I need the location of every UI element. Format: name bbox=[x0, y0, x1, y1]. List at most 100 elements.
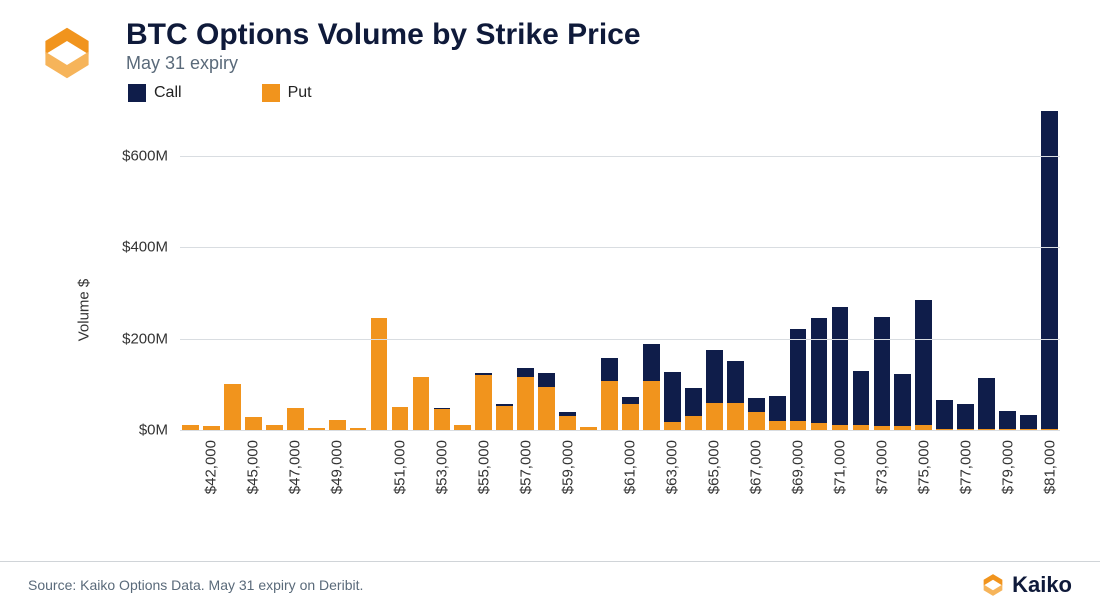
gridline bbox=[180, 430, 1060, 431]
x-tick-label: $73,000 bbox=[873, 440, 890, 494]
bar-call bbox=[832, 307, 849, 425]
footer-brand: Kaiko bbox=[980, 572, 1072, 598]
bar-put bbox=[643, 381, 660, 430]
bar-slot bbox=[704, 110, 725, 430]
bar-slot bbox=[788, 110, 809, 430]
bar-slot bbox=[473, 110, 494, 430]
bar-slot bbox=[850, 110, 871, 430]
bar-call bbox=[748, 398, 765, 412]
bar-slot bbox=[997, 110, 1018, 430]
header: BTC Options Volume by Strike Price May 3… bbox=[32, 18, 1068, 102]
legend-swatch-call bbox=[128, 84, 146, 102]
x-tick-label: $45,000 bbox=[245, 440, 262, 494]
x-tick-label: $55,000 bbox=[475, 440, 492, 494]
bar-call bbox=[643, 344, 660, 381]
gridline bbox=[180, 156, 1060, 157]
bar-slot bbox=[390, 110, 411, 430]
bar-put bbox=[601, 381, 618, 430]
bar-slot bbox=[725, 110, 746, 430]
y-tick-label: $200M bbox=[122, 330, 168, 347]
footer: Source: Kaiko Options Data. May 31 expir… bbox=[0, 561, 1100, 609]
bar-slot bbox=[830, 110, 851, 430]
bar-slot bbox=[641, 110, 662, 430]
bar-call bbox=[664, 372, 681, 422]
legend-label-call: Call bbox=[154, 84, 182, 102]
bar-put bbox=[727, 403, 744, 430]
bar-put bbox=[790, 421, 807, 430]
bar-call bbox=[853, 371, 870, 426]
bar-call bbox=[769, 396, 786, 421]
bar-call bbox=[999, 411, 1016, 429]
bar-slot bbox=[620, 110, 641, 430]
bar-slot bbox=[955, 110, 976, 430]
bar-slot bbox=[494, 110, 515, 430]
bar-put bbox=[475, 375, 492, 430]
bar-call bbox=[559, 412, 576, 417]
chart: Volume $ $0M$200M$400M$600M $42,000$45,0… bbox=[102, 110, 1072, 510]
bar-slot bbox=[892, 110, 913, 430]
bar-slot bbox=[536, 110, 557, 430]
bar-call bbox=[957, 404, 974, 429]
bar-slot bbox=[222, 110, 243, 430]
x-tick-label: $57,000 bbox=[517, 440, 534, 494]
bar-slot bbox=[452, 110, 473, 430]
bar-put bbox=[559, 416, 576, 430]
x-tick-label: $67,000 bbox=[748, 440, 765, 494]
bar-slot bbox=[327, 110, 348, 430]
x-tick-label: $71,000 bbox=[832, 440, 849, 494]
bar-put bbox=[685, 416, 702, 430]
bar-slot bbox=[243, 110, 264, 430]
legend-label-put: Put bbox=[288, 84, 312, 102]
x-tick-label: $42,000 bbox=[203, 440, 220, 494]
y-tick-label: $400M bbox=[122, 239, 168, 256]
bar-put bbox=[371, 318, 388, 430]
bar-call bbox=[706, 350, 723, 403]
bar-call bbox=[936, 400, 953, 428]
x-axis: $42,000$45,000$47,000$49,000$51,000$53,0… bbox=[180, 432, 1060, 510]
gridline bbox=[180, 247, 1060, 248]
x-tick-label: $53,000 bbox=[433, 440, 450, 494]
bar-call bbox=[727, 361, 744, 402]
bar-slot bbox=[410, 110, 431, 430]
bar-slot bbox=[264, 110, 285, 430]
y-tick-label: $0M bbox=[139, 422, 168, 439]
bar-put bbox=[434, 409, 451, 430]
bar-put bbox=[392, 407, 409, 430]
bar-put bbox=[329, 420, 346, 430]
bar-slot bbox=[180, 110, 201, 430]
x-tick-label: $59,000 bbox=[559, 440, 576, 494]
bar-call bbox=[874, 317, 891, 427]
bar-slot bbox=[348, 110, 369, 430]
y-tick-label: $600M bbox=[122, 147, 168, 164]
bar-slot bbox=[809, 110, 830, 430]
bar-put bbox=[811, 423, 828, 430]
source-text: Source: Kaiko Options Data. May 31 expir… bbox=[28, 577, 363, 593]
bar-call bbox=[685, 388, 702, 416]
bar-put bbox=[245, 417, 262, 430]
footer-brand-text: Kaiko bbox=[1012, 572, 1072, 598]
bar-call bbox=[915, 300, 932, 426]
bar-slot bbox=[871, 110, 892, 430]
bar-slot bbox=[767, 110, 788, 430]
bar-slot bbox=[285, 110, 306, 430]
bar-call bbox=[894, 374, 911, 427]
bar-call bbox=[517, 368, 534, 377]
bar-put bbox=[287, 408, 304, 430]
bar-slot bbox=[369, 110, 390, 430]
bar-put bbox=[706, 403, 723, 430]
chart-subtitle: May 31 expiry bbox=[126, 53, 1068, 74]
bar-put bbox=[769, 421, 786, 430]
bar-call bbox=[1020, 415, 1037, 429]
legend-item-put: Put bbox=[262, 84, 312, 102]
bar-slot bbox=[1039, 110, 1060, 430]
bar-slot bbox=[683, 110, 704, 430]
x-tick-label: $65,000 bbox=[706, 440, 723, 494]
bar-call bbox=[538, 373, 555, 387]
bars-layer bbox=[180, 110, 1060, 430]
x-tick-label: $81,000 bbox=[1041, 440, 1058, 494]
bar-slot bbox=[934, 110, 955, 430]
bar-slot bbox=[599, 110, 620, 430]
x-tick-label: $51,000 bbox=[392, 440, 409, 494]
legend: Call Put bbox=[128, 84, 1068, 102]
bar-slot bbox=[431, 110, 452, 430]
